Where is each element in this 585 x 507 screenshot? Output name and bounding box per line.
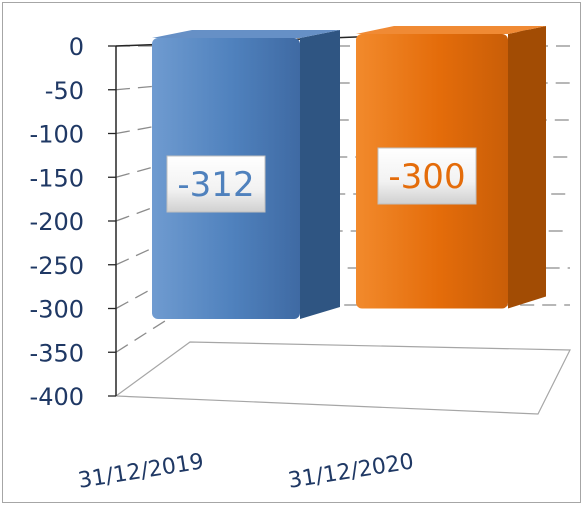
x-tick-label: 31/12/2019 [76,449,205,494]
y-tick-label: -100 [30,121,84,149]
bar-top-face [152,30,340,38]
data-label: -312 [166,155,266,213]
y-tick-label: -200 [30,208,84,236]
bar-top-face [356,26,546,34]
data-label-box [377,147,477,205]
y-tick-labels: 0 -50 -100 -150 -200 -250 -300 -350 -400 [30,33,84,411]
bar-side-face [300,30,340,319]
bar-side-face [508,26,546,309]
y-tick-label: -300 [30,296,84,324]
y-tick-label: 0 [69,33,84,61]
x-tick-label: 31/12/2020 [286,449,415,494]
data-label-text: -300 [388,157,465,197]
data-label: -300 [377,147,477,205]
y-tick-label: -150 [30,164,84,192]
data-label-text: -312 [177,165,254,205]
y-tick-label: -50 [45,77,84,105]
y-tick-label: -400 [30,383,84,411]
x-tick-labels: 31/12/2019 31/12/2020 [76,449,415,494]
y-tick-label: -250 [30,252,84,280]
data-label-box [166,155,266,213]
y-tick-label: -350 [30,339,84,367]
floor-plane [114,341,571,415]
data-labels: -312 -300 [166,147,477,213]
